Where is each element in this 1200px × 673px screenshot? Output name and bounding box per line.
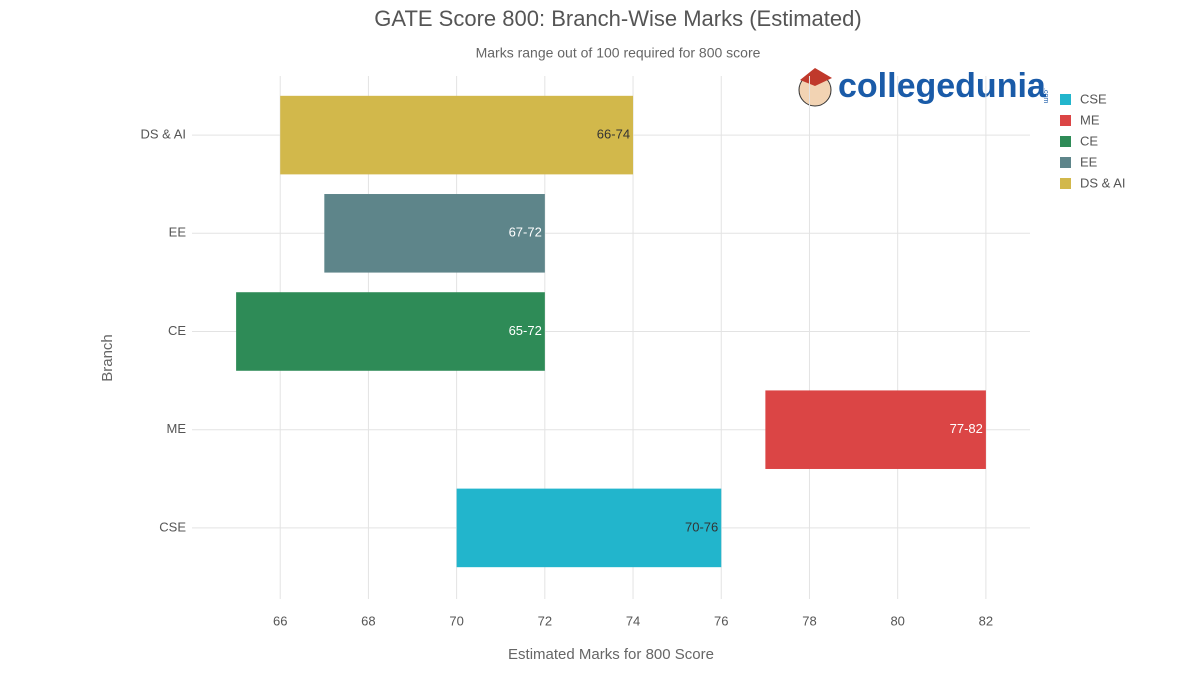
chart-title: GATE Score 800: Branch-Wise Marks (Estim…	[374, 6, 861, 31]
legend-swatch	[1060, 157, 1071, 168]
watermark: collegedunia .com	[798, 67, 1049, 107]
x-tick-label: 66	[273, 613, 287, 628]
legend-label: CE	[1080, 133, 1098, 148]
value-label: 65-72	[509, 323, 542, 338]
logo-cap	[800, 68, 832, 86]
legend-swatch	[1060, 178, 1071, 189]
value-label: 77-82	[950, 421, 983, 436]
x-tick-label: 76	[714, 613, 728, 628]
legend-label: CSE	[1080, 91, 1107, 106]
legend-swatch	[1060, 94, 1071, 105]
bar	[456, 488, 722, 568]
x-tick-label: 70	[449, 613, 463, 628]
y-tick-label: CE	[168, 323, 186, 338]
legend-swatch	[1060, 136, 1071, 147]
legend-label: EE	[1080, 154, 1098, 169]
y-tick-label: CSE	[159, 519, 186, 534]
y-tick-label: EE	[169, 225, 187, 240]
x-axis-label: Estimated Marks for 800 Score	[508, 646, 714, 663]
y-tick-label: ME	[167, 421, 187, 436]
bar	[236, 292, 545, 371]
x-tick-label: 72	[538, 613, 552, 628]
legend-swatch	[1060, 115, 1071, 126]
y-tick-label: DS & AI	[140, 127, 186, 142]
value-label: 70-76	[685, 519, 718, 534]
bar	[765, 390, 986, 469]
legend-label: DS & AI	[1080, 175, 1126, 190]
x-tick-label: 68	[361, 613, 375, 628]
value-label: 66-74	[597, 127, 630, 142]
x-tick-label: 74	[626, 613, 640, 628]
x-tick-label: 78	[802, 613, 816, 628]
bar	[324, 194, 545, 273]
x-tick-label: 80	[890, 613, 904, 628]
watermark-domain: .com	[1042, 88, 1049, 103]
legend: CSE ME CE EE DS & AI	[1060, 91, 1126, 190]
chart-subtitle: Marks range out of 100 required for 800 …	[476, 45, 761, 61]
value-label: 67-72	[509, 225, 542, 240]
y-axis-label: Branch	[99, 334, 116, 382]
legend-label: ME	[1080, 112, 1100, 127]
bar	[280, 95, 634, 175]
x-tick-label: 82	[979, 613, 993, 628]
watermark-text: collegedunia	[838, 67, 1047, 105]
